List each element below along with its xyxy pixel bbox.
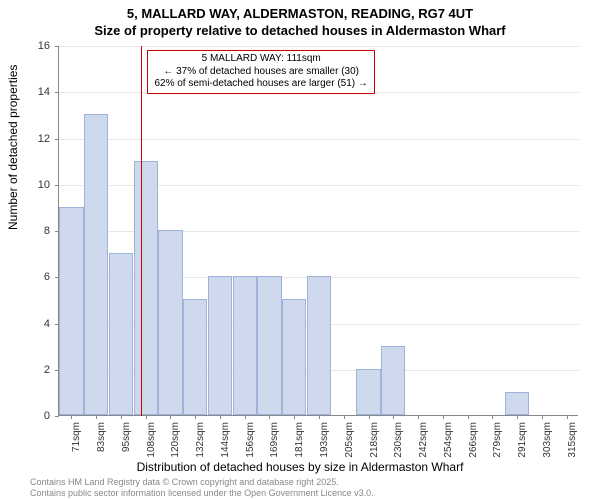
gridline	[59, 46, 579, 47]
ytick-mark	[55, 416, 59, 417]
histogram-bar	[505, 392, 529, 415]
xtick-mark	[220, 415, 221, 419]
annotation-line: 5 MALLARD WAY: 111sqm	[154, 53, 367, 66]
xtick-mark	[418, 415, 419, 419]
histogram-bar	[381, 346, 405, 415]
xtick-mark	[517, 415, 518, 419]
xtick-mark	[443, 415, 444, 419]
xtick-mark	[567, 415, 568, 419]
xtick-mark	[245, 415, 246, 419]
plot-region: 024681012141671sqm83sqm95sqm108sqm120sqm…	[58, 46, 578, 416]
ytick-label: 14	[26, 86, 50, 98]
histogram-bar	[307, 276, 331, 415]
ytick-mark	[55, 139, 59, 140]
annotation-line: ← 37% of detached houses are smaller (30…	[154, 66, 367, 79]
histogram-bar	[356, 369, 380, 415]
xtick-mark	[195, 415, 196, 419]
xtick-mark	[492, 415, 493, 419]
histogram-bar	[183, 299, 207, 415]
reference-line	[141, 46, 142, 416]
ytick-label: 6	[26, 271, 50, 283]
ytick-label: 0	[26, 410, 50, 422]
ytick-mark	[55, 185, 59, 186]
ytick-mark	[55, 92, 59, 93]
xtick-mark	[96, 415, 97, 419]
histogram-bar	[257, 276, 281, 415]
xtick-mark	[170, 415, 171, 419]
ytick-label: 8	[26, 225, 50, 237]
ytick-label: 2	[26, 364, 50, 376]
footer-line: Contains HM Land Registry data © Crown c…	[30, 477, 374, 487]
histogram-bar	[84, 114, 108, 415]
y-axis-label: Number of detached properties	[6, 65, 20, 230]
xtick-mark	[269, 415, 270, 419]
histogram-bar	[109, 253, 133, 415]
xtick-mark	[468, 415, 469, 419]
xtick-mark	[71, 415, 72, 419]
annotation-line: 62% of semi-detached houses are larger (…	[154, 78, 367, 91]
histogram-bar	[134, 161, 158, 415]
xtick-mark	[542, 415, 543, 419]
ytick-label: 12	[26, 133, 50, 145]
title-area: 5, MALLARD WAY, ALDERMASTON, READING, RG…	[0, 0, 600, 38]
chart-area: 024681012141671sqm83sqm95sqm108sqm120sqm…	[58, 46, 578, 416]
ytick-mark	[55, 46, 59, 47]
ytick-label: 10	[26, 179, 50, 191]
ytick-label: 16	[26, 40, 50, 52]
xtick-mark	[393, 415, 394, 419]
page-subtitle: Size of property relative to detached ho…	[0, 23, 600, 38]
histogram-bar	[208, 276, 232, 415]
histogram-bar	[158, 230, 182, 415]
attribution-footer: Contains HM Land Registry data © Crown c…	[30, 477, 374, 498]
xtick-mark	[344, 415, 345, 419]
page-title: 5, MALLARD WAY, ALDERMASTON, READING, RG…	[0, 6, 600, 21]
histogram-bar	[282, 299, 306, 415]
histogram-bar	[233, 276, 257, 415]
xtick-mark	[294, 415, 295, 419]
xtick-mark	[121, 415, 122, 419]
x-axis-label: Distribution of detached houses by size …	[0, 460, 600, 474]
xtick-mark	[146, 415, 147, 419]
gridline	[59, 139, 579, 140]
footer-line: Contains public sector information licen…	[30, 488, 374, 498]
xtick-mark	[319, 415, 320, 419]
chart-container: 5, MALLARD WAY, ALDERMASTON, READING, RG…	[0, 0, 600, 500]
annotation-box: 5 MALLARD WAY: 111sqm← 37% of detached h…	[147, 50, 374, 94]
ytick-label: 4	[26, 318, 50, 330]
xtick-mark	[369, 415, 370, 419]
histogram-bar	[59, 207, 83, 415]
